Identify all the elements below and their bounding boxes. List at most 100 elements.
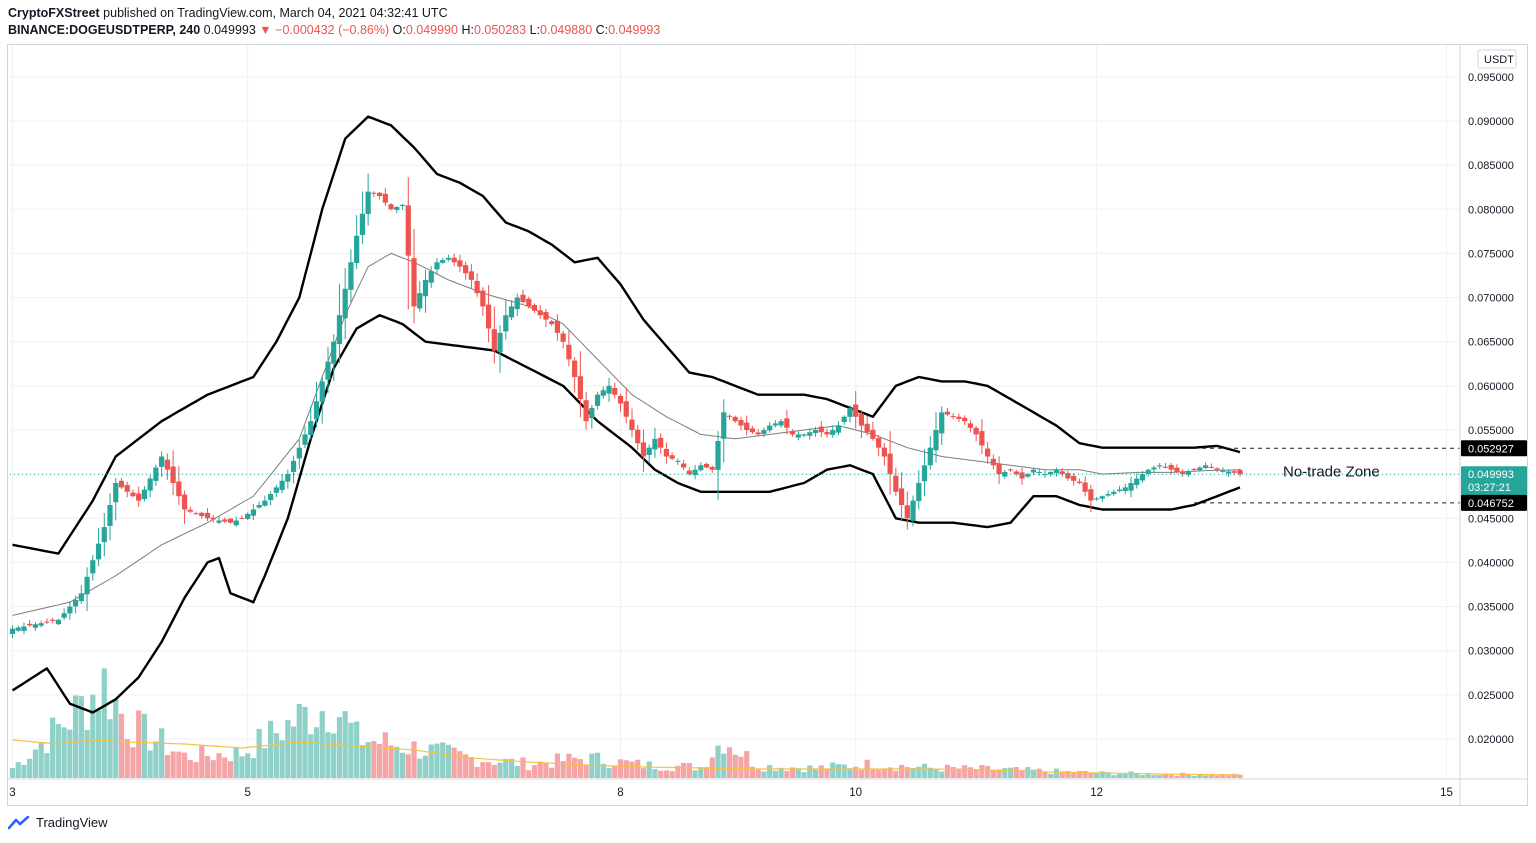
candle-body (1214, 468, 1220, 470)
price-change: −0.000432 (−0.86%) (275, 23, 390, 37)
volume-bar (927, 767, 933, 778)
volume-bar (652, 769, 658, 778)
volume-bar (463, 754, 469, 778)
volume-bar (531, 765, 538, 778)
candle-body (1225, 471, 1232, 474)
volume-bar (371, 741, 377, 778)
candle-body (457, 260, 463, 267)
volume-bar (1048, 773, 1054, 778)
candle-body (239, 518, 245, 520)
footer-brand[interactable]: TradingView (36, 815, 108, 830)
unit-label-box (1477, 49, 1517, 69)
candle-body (508, 306, 515, 318)
candle-body (480, 290, 486, 307)
candle-body (531, 304, 538, 311)
unit-label: USDT (1484, 54, 1514, 66)
candle-body (503, 315, 509, 332)
volume-bar (1225, 775, 1232, 778)
volume-bar (141, 713, 148, 778)
candle-body (336, 315, 343, 345)
volume-bar (962, 765, 968, 778)
candle-body (1208, 466, 1214, 468)
volume-bar (256, 728, 262, 778)
candle-body (520, 294, 526, 302)
volume-bar (468, 757, 474, 778)
candle-body (451, 257, 457, 263)
volume-bar (617, 759, 624, 778)
candle-body (1105, 494, 1111, 496)
volume-bar (635, 759, 641, 778)
candle-body (1202, 465, 1209, 468)
candle-body (950, 416, 956, 418)
volume-bar (623, 760, 629, 778)
candle-body (181, 494, 188, 510)
candle-body (32, 624, 39, 628)
volume-bar (67, 729, 73, 778)
candle-body (514, 297, 520, 310)
candle-body (273, 487, 279, 493)
candle-body (55, 619, 61, 625)
candle-body (1231, 471, 1237, 473)
candle-body (101, 527, 107, 543)
volume-bar (227, 761, 234, 778)
volume-bar (1168, 774, 1174, 778)
publisher-name[interactable]: CryptoFXStreet (8, 6, 100, 20)
chart-area[interactable]: No-trade Zone 0.095000 0.090000 0.085000 0.… (7, 44, 1528, 806)
candle-body (640, 442, 647, 457)
volume-bar (732, 754, 738, 778)
candle-body (916, 482, 922, 502)
candle-body (801, 434, 807, 436)
volume-bar (204, 755, 211, 778)
open-value: 0.049990 (405, 23, 458, 37)
volume-bar (176, 751, 182, 778)
volume-bar (136, 710, 142, 778)
price-chart[interactable]: No-trade Zone 0.0950000.0900000.0850000.… (8, 45, 1527, 805)
candle-body (262, 500, 268, 506)
volume-bar (359, 745, 365, 778)
candle-body (824, 431, 830, 435)
candle-body (812, 430, 819, 434)
candle-body (623, 401, 629, 417)
volume-bar (858, 769, 865, 778)
y-tick-label: 0.090000 (1468, 116, 1514, 128)
volume-bar (434, 743, 440, 778)
volume-bar (187, 760, 193, 778)
candle-body (1139, 474, 1146, 481)
candle-body (985, 448, 991, 457)
candle-body (881, 447, 887, 457)
volume-bar (50, 717, 56, 778)
time-axis[interactable]: 3 5 8 10 12 15 (8, 778, 1527, 799)
candle-body (468, 271, 474, 280)
candle-body (617, 395, 624, 404)
volume-bar (233, 747, 239, 778)
candle-body (359, 213, 365, 235)
candle-body (566, 344, 572, 360)
candle-body (38, 623, 44, 626)
volume-bar (118, 713, 125, 778)
candle-body (394, 207, 400, 210)
candle-body (990, 458, 996, 466)
volume-bar (1162, 773, 1169, 778)
tradingview-logo-icon[interactable] (7, 815, 30, 830)
candle-body (417, 293, 423, 309)
volume-bar (147, 750, 153, 778)
candle-body (887, 453, 893, 475)
candle-body (761, 430, 767, 434)
x-tick-label: 15 (1440, 787, 1453, 799)
price-axis[interactable]: 0.095000 0.090000 0.085000 0.080000 0.075000… (1459, 45, 1527, 805)
candle-body (1128, 482, 1134, 491)
candle-body (1237, 469, 1243, 475)
candle-body (388, 204, 394, 210)
volume-bar (744, 751, 750, 778)
candle-body (245, 513, 251, 519)
symbol-name[interactable]: BINANCE:DOGEUSDTPERP, 240 (8, 23, 201, 37)
grid (10, 45, 1460, 779)
candle-body (675, 460, 681, 462)
volume-bar (812, 768, 819, 778)
volume-bar (841, 764, 847, 778)
volume-bar (772, 770, 778, 778)
close-value: 0.049993 (608, 23, 661, 37)
volume-bar (789, 767, 796, 778)
candle-body (1099, 496, 1105, 499)
candle-body (979, 431, 985, 446)
